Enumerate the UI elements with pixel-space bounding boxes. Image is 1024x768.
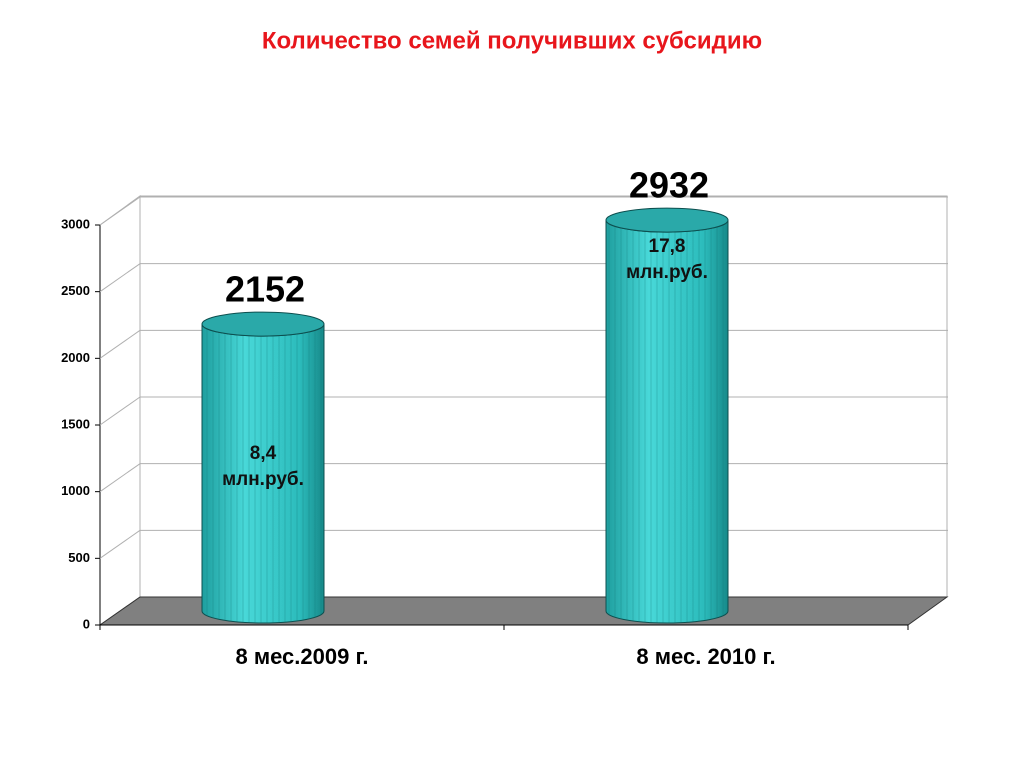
grid-line-side: [99, 263, 141, 293]
annotation: 8,4: [250, 443, 277, 464]
grid-line-side: [99, 329, 141, 359]
x-tick-label: 8 мес.2009 г.: [235, 644, 368, 669]
annotation: млн.руб.: [222, 469, 304, 490]
y-tick-label: 0: [83, 616, 90, 631]
annotation: млн.руб.: [626, 262, 708, 283]
grid-line-side: [99, 196, 141, 226]
cylinder-top: [605, 207, 729, 233]
y-tick-label: 3000: [61, 216, 90, 231]
value-label: 2152: [225, 269, 305, 310]
y-tick-label: 2000: [61, 350, 90, 365]
y-tick-label: 500: [68, 550, 90, 565]
cylinder-stripes: [606, 220, 728, 624]
grid-line-side: [99, 396, 141, 426]
grid-line-side: [99, 529, 141, 559]
y-tick-label: 1500: [61, 416, 90, 431]
grid-line-side: [99, 463, 141, 493]
chart-title: Количество семей получивших субсидию: [262, 27, 762, 54]
x-tick-label: 8 мес. 2010 г.: [636, 644, 775, 669]
annotation: 17,8: [649, 236, 686, 257]
value-label: 2932: [629, 165, 709, 206]
y-tick-label: 1000: [61, 483, 90, 498]
cylinder-stripes: [202, 324, 324, 623]
cylinder-top: [201, 311, 325, 337]
y-tick-label: 2500: [61, 283, 90, 298]
